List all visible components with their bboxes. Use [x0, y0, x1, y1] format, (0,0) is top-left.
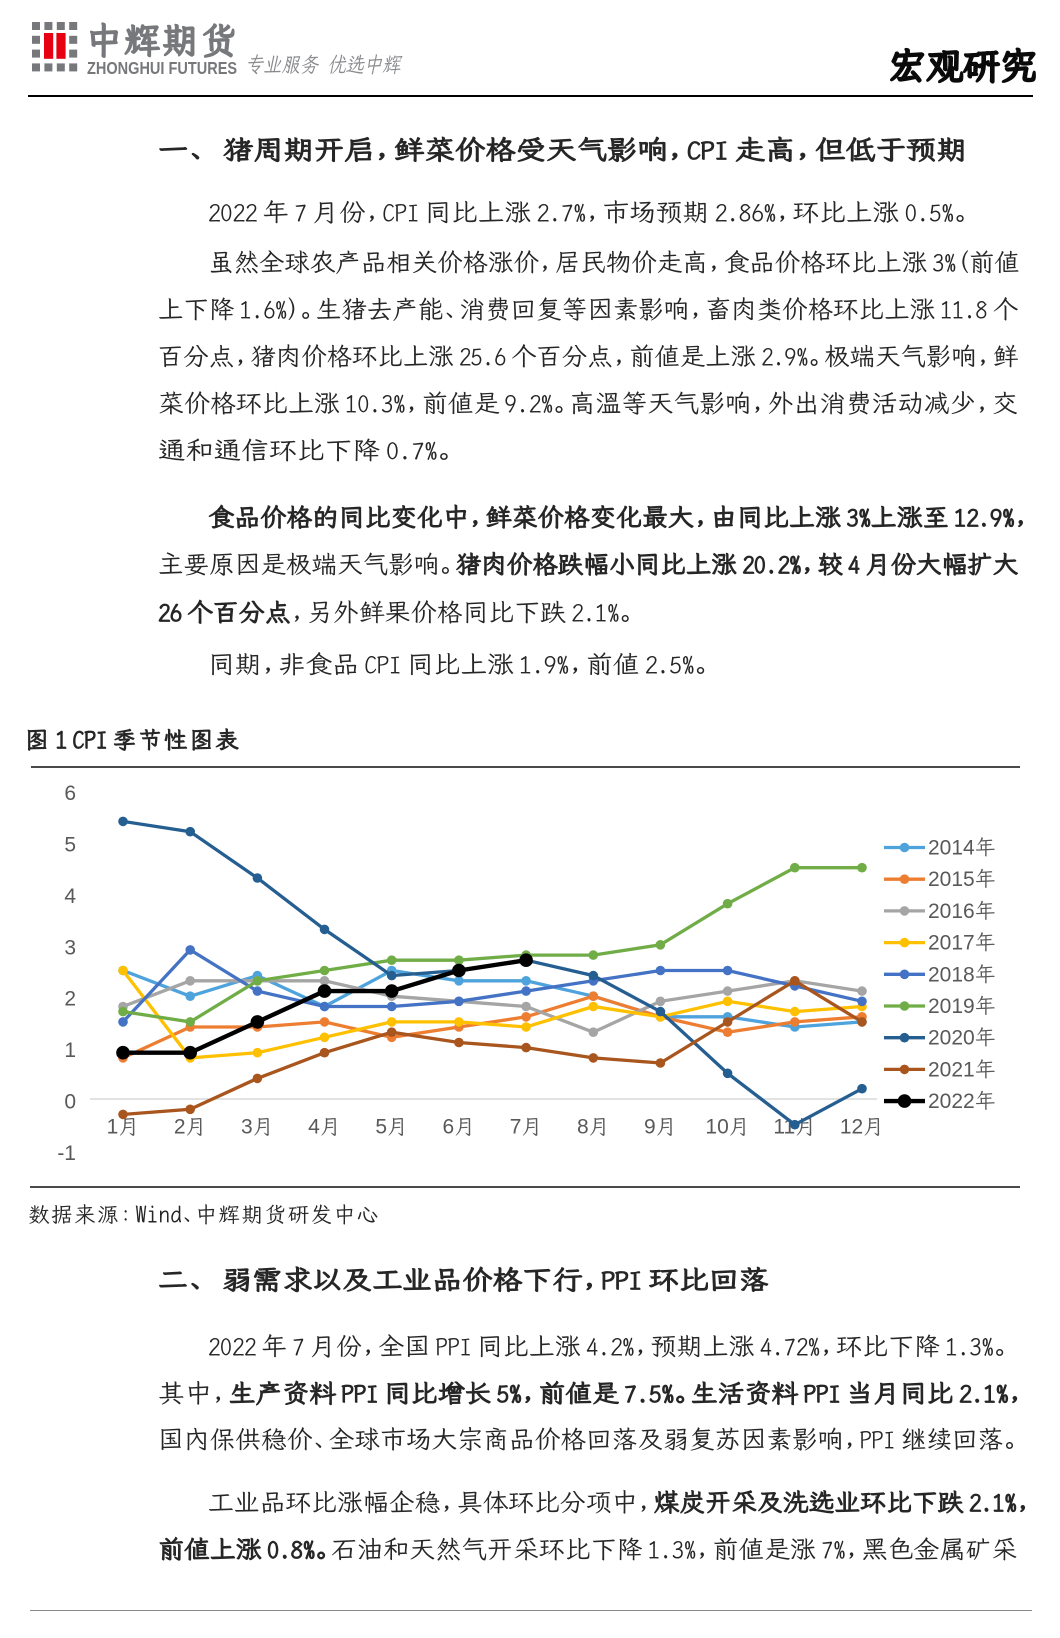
svg-text:1: 1 [64, 1039, 76, 1062]
svg-text:4月: 4月 [308, 1116, 341, 1139]
svg-text:-1: -1 [57, 1142, 76, 1165]
svg-text:2018年: 2018年 [928, 963, 996, 986]
svg-text:2022年: 2022年 [928, 1090, 996, 1113]
svg-text:2019年: 2019年 [928, 995, 996, 1018]
svg-text:5: 5 [64, 834, 76, 857]
svg-text:10月: 10月 [705, 1116, 749, 1139]
svg-text:7月: 7月 [510, 1116, 543, 1139]
svg-text:6月: 6月 [443, 1116, 476, 1139]
svg-text:9月: 9月 [644, 1116, 677, 1139]
svg-text:0: 0 [64, 1091, 76, 1114]
svg-text:2014年: 2014年 [928, 837, 996, 860]
svg-text:2020年: 2020年 [928, 1027, 996, 1050]
svg-text:6: 6 [64, 782, 76, 805]
svg-text:2017年: 2017年 [928, 932, 996, 955]
svg-text:8月: 8月 [577, 1116, 610, 1139]
svg-text:2016年: 2016年 [928, 900, 996, 923]
svg-text:3: 3 [64, 936, 76, 959]
svg-text:2: 2 [64, 988, 76, 1011]
svg-text:2月: 2月 [174, 1116, 207, 1139]
svg-text:5月: 5月 [375, 1116, 408, 1139]
svg-text:4: 4 [64, 885, 76, 908]
svg-text:2015年: 2015年 [928, 868, 996, 891]
svg-text:3月: 3月 [241, 1116, 274, 1139]
svg-text:1月: 1月 [107, 1116, 140, 1139]
svg-text:2021年: 2021年 [928, 1058, 996, 1081]
svg-text:12月: 12月 [840, 1116, 884, 1139]
